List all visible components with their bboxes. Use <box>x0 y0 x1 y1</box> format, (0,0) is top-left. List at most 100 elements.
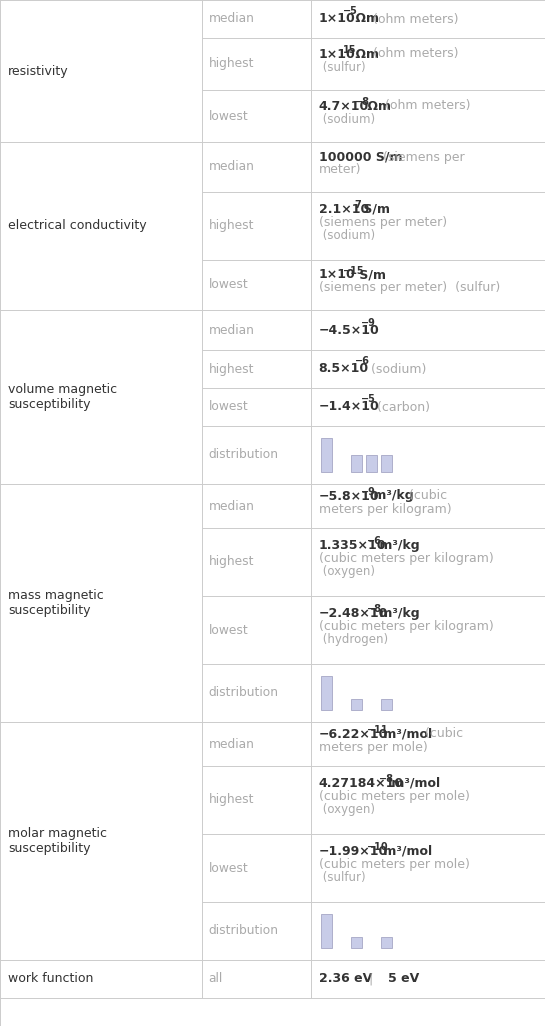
Text: −5: −5 <box>361 395 376 404</box>
Text: meter): meter) <box>319 163 361 176</box>
Text: −9: −9 <box>361 487 376 497</box>
Text: −5: −5 <box>343 6 358 16</box>
Text: (cubic meters per kilogram): (cubic meters per kilogram) <box>319 620 493 633</box>
Text: median: median <box>209 323 255 337</box>
Text: −1.4×10: −1.4×10 <box>319 400 379 413</box>
Text: (carbon): (carbon) <box>369 400 430 413</box>
Text: 5 eV: 5 eV <box>388 973 420 986</box>
Text: lowest: lowest <box>209 110 249 122</box>
Text: |: | <box>361 973 381 986</box>
Bar <box>321 675 331 710</box>
Text: electrical conductivity: electrical conductivity <box>8 220 147 233</box>
Text: mass magnetic
susceptibility: mass magnetic susceptibility <box>8 589 104 617</box>
Text: work function: work function <box>8 973 93 986</box>
Text: 8.5×10: 8.5×10 <box>319 362 369 376</box>
Text: −8: −8 <box>355 97 370 107</box>
Text: lowest: lowest <box>209 278 249 291</box>
Text: 4.27184×10: 4.27184×10 <box>319 777 404 790</box>
Text: 1×10: 1×10 <box>319 12 355 26</box>
Text: 1×10: 1×10 <box>319 269 355 281</box>
Text: distribution: distribution <box>209 448 278 462</box>
Text: lowest: lowest <box>209 624 249 636</box>
Text: 15: 15 <box>343 45 356 55</box>
Text: −2.48×10: −2.48×10 <box>319 607 388 620</box>
Text: distribution: distribution <box>209 924 278 938</box>
Text: −6.22×10: −6.22×10 <box>319 727 388 741</box>
Text: distribution: distribution <box>209 686 278 700</box>
Bar <box>381 699 391 710</box>
Text: −4.5×10: −4.5×10 <box>319 323 379 337</box>
Text: median: median <box>209 160 255 173</box>
Text: 4.7×10: 4.7×10 <box>319 100 369 113</box>
Bar <box>321 913 331 948</box>
Text: median: median <box>209 500 255 513</box>
Text: (cubic meters per kilogram): (cubic meters per kilogram) <box>319 552 493 565</box>
Text: 7: 7 <box>355 200 361 210</box>
Text: (hydrogen): (hydrogen) <box>319 633 388 646</box>
Text: −11: −11 <box>367 725 388 735</box>
Text: highest: highest <box>209 362 254 376</box>
Text: (cubic: (cubic <box>405 489 447 503</box>
Text: meters per kilogram): meters per kilogram) <box>319 503 451 515</box>
Text: (cubic meters per mole): (cubic meters per mole) <box>319 790 470 803</box>
Text: Ωm: Ωm <box>363 100 391 113</box>
Text: (oxygen): (oxygen) <box>319 803 374 816</box>
Text: all: all <box>209 973 223 986</box>
Text: −8: −8 <box>367 604 382 615</box>
Text: (sodium): (sodium) <box>319 113 375 125</box>
Text: volume magnetic
susceptibility: volume magnetic susceptibility <box>8 383 117 411</box>
Text: S/m: S/m <box>355 269 386 281</box>
Text: Ωm: Ωm <box>351 47 379 61</box>
Bar <box>351 699 361 710</box>
Text: (ohm meters): (ohm meters) <box>369 12 458 26</box>
Text: (ohm meters): (ohm meters) <box>381 100 470 113</box>
Text: median: median <box>209 12 255 26</box>
Text: m³/mol: m³/mol <box>387 777 440 790</box>
Text: m³/kg: m³/kg <box>369 489 414 503</box>
Text: −6: −6 <box>367 537 382 547</box>
Text: highest: highest <box>209 555 254 568</box>
Bar <box>351 455 361 472</box>
Text: −5.8×10: −5.8×10 <box>319 489 379 503</box>
Text: 100000 S/m: 100000 S/m <box>319 151 402 163</box>
Text: 1.335×10: 1.335×10 <box>319 539 386 552</box>
Text: 1×10: 1×10 <box>319 47 355 61</box>
Text: 2.1×10: 2.1×10 <box>319 203 369 216</box>
Text: (oxygen): (oxygen) <box>319 565 374 578</box>
Text: m³/kg: m³/kg <box>375 607 420 620</box>
Text: (sulfur): (sulfur) <box>319 61 365 74</box>
Bar <box>381 455 391 472</box>
Text: m³/kg: m³/kg <box>375 539 420 552</box>
Text: (siemens per: (siemens per <box>379 151 464 163</box>
Text: lowest: lowest <box>209 862 249 874</box>
Bar <box>321 438 331 472</box>
Text: highest: highest <box>209 793 254 806</box>
Text: S/m: S/m <box>359 203 390 216</box>
Text: highest: highest <box>209 57 254 71</box>
Text: (sulfur): (sulfur) <box>319 871 365 884</box>
Text: −15: −15 <box>343 266 364 276</box>
Text: (cubic: (cubic <box>421 727 463 741</box>
Text: highest: highest <box>209 220 254 233</box>
Text: 2.36 eV: 2.36 eV <box>319 973 372 986</box>
Text: (cubic meters per mole): (cubic meters per mole) <box>319 858 470 871</box>
Text: (siemens per meter)  (sulfur): (siemens per meter) (sulfur) <box>319 281 500 294</box>
Text: (sodium): (sodium) <box>319 229 375 242</box>
Text: resistivity: resistivity <box>8 65 69 78</box>
Text: lowest: lowest <box>209 400 249 413</box>
Text: −1.99×10: −1.99×10 <box>319 845 388 858</box>
Text: −9: −9 <box>361 317 376 327</box>
Text: m³/mol: m³/mol <box>379 727 432 741</box>
Text: (sodium): (sodium) <box>363 362 426 376</box>
Text: molar magnetic
susceptibility: molar magnetic susceptibility <box>8 827 107 855</box>
Text: m³/mol: m³/mol <box>379 845 432 858</box>
Text: median: median <box>209 738 255 750</box>
Bar <box>381 937 391 948</box>
Bar <box>366 455 377 472</box>
Text: −10: −10 <box>367 842 388 853</box>
Text: meters per mole): meters per mole) <box>319 741 427 753</box>
Text: (siemens per meter): (siemens per meter) <box>319 216 447 229</box>
Bar <box>351 937 361 948</box>
Text: −6: −6 <box>355 356 370 366</box>
Text: Ωm: Ωm <box>351 12 379 26</box>
